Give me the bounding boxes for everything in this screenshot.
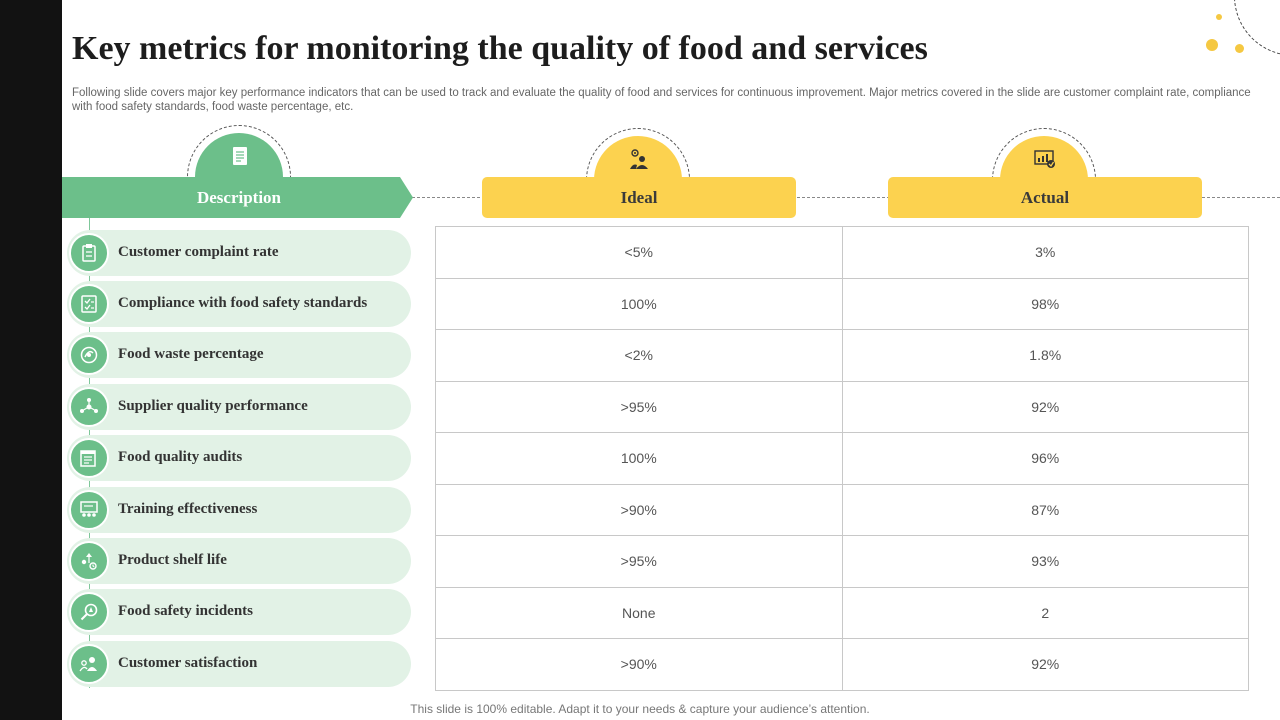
actual-cell: 1.8% bbox=[841, 329, 1249, 382]
ideal-cell: >95% bbox=[435, 380, 843, 433]
customers-icon bbox=[79, 657, 97, 672]
actual-cell: 2 bbox=[841, 586, 1249, 639]
table-row: >95% 93% bbox=[435, 535, 1249, 588]
decorative-dot bbox=[1216, 14, 1222, 20]
header-connector-line bbox=[412, 197, 1280, 198]
audit-report-icon bbox=[80, 450, 96, 467]
network-icon bbox=[80, 398, 98, 413]
page-subtitle: Following slide covers major key perform… bbox=[72, 87, 1251, 113]
metric-label: Compliance with food safety standards bbox=[118, 295, 368, 311]
actual-cell: 3% bbox=[841, 226, 1249, 279]
target-person-icon bbox=[630, 149, 648, 169]
ideal-badge bbox=[586, 128, 690, 180]
metric-label: Customer complaint rate bbox=[118, 244, 279, 260]
description-badge bbox=[187, 125, 291, 177]
metric-label: Food quality audits bbox=[118, 449, 243, 465]
ideal-cell: None bbox=[435, 586, 843, 639]
footer-note: This slide is 100% editable. Adapt it to… bbox=[0, 702, 1280, 716]
metric-label: Training effectiveness bbox=[118, 501, 258, 517]
metric-item: Compliance with food safety standards bbox=[67, 281, 411, 327]
recycle-food-icon bbox=[80, 346, 98, 364]
table-row: >90% 92% bbox=[435, 638, 1249, 691]
metric-item: Supplier quality performance bbox=[67, 384, 411, 430]
actual-header-label: Actual bbox=[1020, 188, 1070, 207]
document-icon bbox=[233, 147, 247, 165]
table-row: 100% 96% bbox=[435, 432, 1249, 485]
ideal-cell: >90% bbox=[435, 638, 843, 691]
metric-item: Food waste percentage bbox=[67, 332, 411, 378]
decorative-dot bbox=[1235, 44, 1244, 53]
checklist-icon bbox=[81, 295, 97, 313]
metric-label: Product shelf life bbox=[118, 552, 227, 568]
actual-cell: 87% bbox=[841, 483, 1249, 536]
decorative-dot bbox=[1206, 39, 1218, 51]
metric-label: Customer satisfaction bbox=[118, 655, 258, 671]
metric-item: Customer satisfaction bbox=[67, 641, 411, 687]
left-dark-bar bbox=[0, 0, 62, 720]
ideal-cell: 100% bbox=[435, 432, 843, 485]
ideal-cell: >90% bbox=[435, 483, 843, 536]
actual-header: Actual bbox=[888, 177, 1202, 218]
shelf-life-icon bbox=[81, 553, 97, 570]
actual-cell: 92% bbox=[841, 380, 1249, 433]
ideal-cell: <5% bbox=[435, 226, 843, 279]
metric-label: Food safety incidents bbox=[118, 603, 253, 619]
description-header-label: Description bbox=[196, 188, 282, 207]
table-row: >90% 87% bbox=[435, 483, 1249, 536]
ideal-header: Ideal bbox=[482, 177, 796, 218]
metric-item: Training effectiveness bbox=[67, 487, 411, 533]
chart-monitor-icon bbox=[1034, 150, 1055, 168]
ideal-header-label: Ideal bbox=[620, 188, 658, 207]
actual-cell: 96% bbox=[841, 432, 1249, 485]
clipboard-icon bbox=[82, 244, 96, 262]
metric-item: Food safety incidents bbox=[67, 589, 411, 635]
metric-item: Customer complaint rate bbox=[67, 230, 411, 276]
table-row: None 2 bbox=[435, 586, 1249, 639]
page-title: Key metrics for monitoring the quality o… bbox=[72, 30, 928, 67]
description-header: Description bbox=[62, 177, 413, 218]
table-row: 100% 98% bbox=[435, 277, 1249, 330]
metric-label: Supplier quality performance bbox=[118, 398, 308, 414]
metric-label: Food waste percentage bbox=[118, 346, 264, 362]
table-row: <2% 1.8% bbox=[435, 329, 1249, 382]
metrics-table: <5% 3% 100% 98% <2% 1.8% >95% 92% 100% 96% >9… bbox=[435, 226, 1249, 691]
ideal-cell: >95% bbox=[435, 535, 843, 588]
metric-item: Food quality audits bbox=[67, 435, 411, 481]
ideal-cell: <2% bbox=[435, 329, 843, 382]
actual-cell: 93% bbox=[841, 535, 1249, 588]
table-row: <5% 3% bbox=[435, 226, 1249, 279]
magnifier-alert-icon bbox=[80, 603, 98, 621]
actual-badge bbox=[992, 128, 1096, 180]
actual-cell: 98% bbox=[841, 277, 1249, 330]
ideal-cell: 100% bbox=[435, 277, 843, 330]
table-row: >95% 92% bbox=[435, 380, 1249, 433]
training-board-icon bbox=[80, 501, 98, 517]
footer-text: This slide is 100% editable. Adapt it to… bbox=[410, 702, 870, 716]
actual-cell: 92% bbox=[841, 638, 1249, 691]
metric-item: Product shelf life bbox=[67, 538, 411, 584]
